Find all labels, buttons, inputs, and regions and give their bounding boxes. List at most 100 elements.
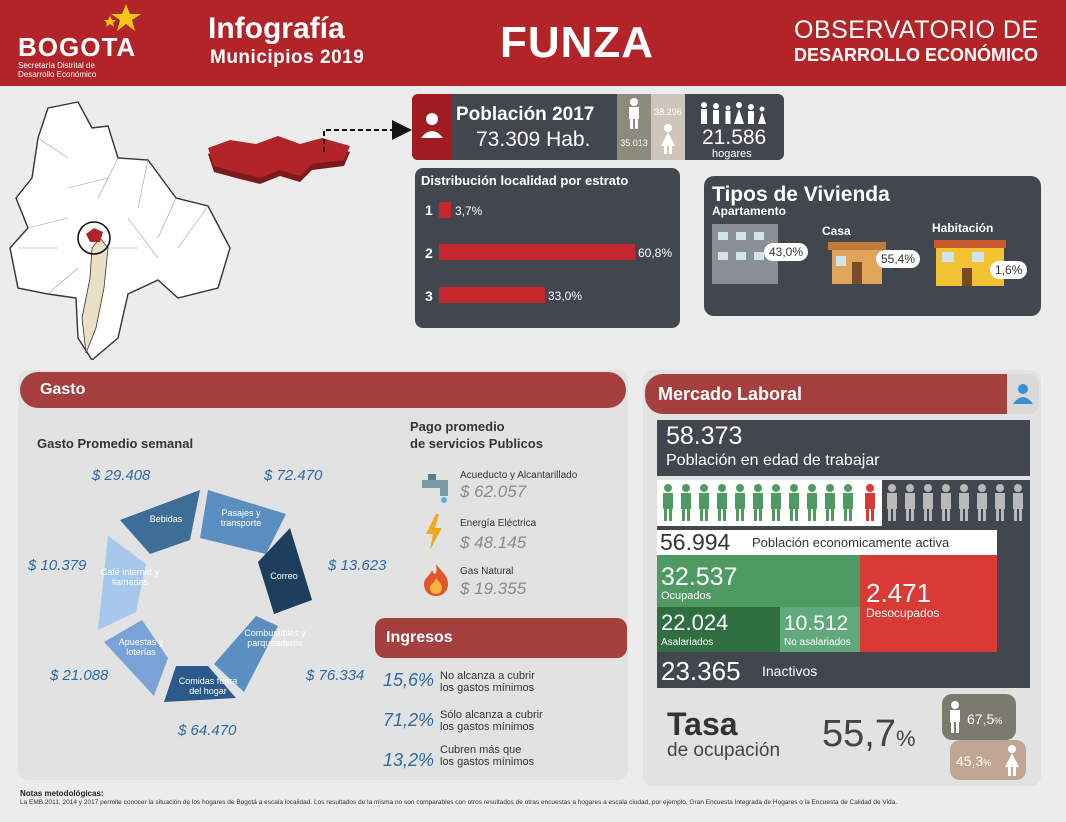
estrato-1-pct: 3,7% <box>455 204 483 218</box>
female-population-value: 38.296 <box>654 107 682 117</box>
municipio-title: FUNZA <box>500 18 655 67</box>
bebidas-value: $ 29.408 <box>92 467 151 484</box>
estrato-2-number: 2 <box>425 245 433 261</box>
acueducto-label: Acueducto y Alcantarillado <box>460 470 578 481</box>
gasto-cycle-diagram <box>98 490 312 702</box>
ocupados-value: 32.537 <box>661 563 738 591</box>
estrato-2-bar <box>439 244 635 260</box>
ocupados-box <box>657 555 860 607</box>
asalariados-label: Asalariados <box>661 637 714 648</box>
combustibles-label: Combustibles y parqueaderos <box>244 628 306 648</box>
poblacion-title: Población 2017 <box>456 104 595 125</box>
cafe-internet-segment <box>98 536 146 630</box>
person-icon <box>412 94 452 160</box>
observatorio-line-2: DESARROLLO ECONÓMICO <box>794 45 1039 65</box>
estrato-3-number: 3 <box>425 288 433 304</box>
poblacion-value: 73.309 Hab. <box>476 128 591 151</box>
pet-value: 58.373 <box>666 422 743 450</box>
tasa-mujeres-box <box>950 740 1026 780</box>
pet-box <box>657 420 1030 476</box>
ingreso-2-pct: 71,2% <box>383 710 435 730</box>
infografia-subtitle: Municipios 2019 <box>210 47 365 68</box>
comidas-segment <box>164 666 236 702</box>
combustibles-value: $ 76.334 <box>306 667 365 684</box>
desocupados-box <box>860 555 997 652</box>
ingresos-header <box>375 618 627 658</box>
faucet-icon <box>422 474 448 503</box>
estrato-2-pct: 60,8% <box>638 246 673 260</box>
casa-pct: 55,4% <box>876 250 921 268</box>
mercado-laboral-header <box>645 374 1007 414</box>
estrato-1-number: 1 <box>425 202 433 218</box>
comidas-label: Comidas fuera del hogar <box>178 676 238 696</box>
user-icon <box>1007 374 1039 414</box>
cafe-internet-label: Café internet y llamadas <box>100 567 160 587</box>
family-icon <box>701 102 766 124</box>
notas-text: La EMB 2011, 2014 y 2017 permite conocer… <box>20 799 898 806</box>
bebidas-segment <box>120 490 200 554</box>
people-row <box>657 480 1030 526</box>
estrato-3-bar <box>439 287 545 303</box>
female-population-box <box>651 94 685 160</box>
estrato-3-pct: 33,0% <box>548 289 583 303</box>
funza-map <box>208 136 350 184</box>
tasa-hombres-value: 67,5% <box>967 711 1003 727</box>
ingreso-2-text: Sólo alcanza a cubrir los gastos mínimos <box>440 709 543 733</box>
pasajes-value: $ 72.470 <box>264 467 323 484</box>
comidas-value: $ 64.470 <box>178 722 237 739</box>
combustibles-segment <box>214 616 278 692</box>
inactivos-value: 23.365 <box>661 656 741 686</box>
ocupados-label: Ocupados <box>661 590 712 602</box>
lightning-icon <box>426 514 442 550</box>
pea-label-bar <box>657 530 997 555</box>
hogares-value: 21.586 <box>702 126 767 149</box>
casa-icon <box>828 242 886 284</box>
servicios-title: Pago promedio de servicios Publicos <box>410 419 543 451</box>
apartamento-label: Apartamento <box>712 204 787 218</box>
header-bar <box>0 0 1066 86</box>
bebidas-label: Bebidas <box>149 514 183 524</box>
hogares-label: hogares <box>712 148 752 160</box>
desocupados-label: Desocupados <box>866 606 940 620</box>
tasa-unit: % <box>895 726 916 751</box>
no-asalariados-label: No asalariados <box>784 637 851 648</box>
correo-value: $ 13.623 <box>328 557 387 574</box>
observatorio-line-1: OBSERVATORIO DE <box>794 16 1039 44</box>
estrato-1-bar <box>439 202 451 218</box>
cafe-internet-value: $ 10.379 <box>28 557 87 574</box>
male-population-box <box>617 94 651 160</box>
infografia-title: Infografía <box>208 12 345 45</box>
tasa-mujeres-value: 45,3% <box>956 753 992 769</box>
asalariados-box <box>657 607 780 652</box>
male-population-value: 35.013 <box>620 138 648 148</box>
correo-label: Correo <box>270 571 298 581</box>
female-icon <box>1005 745 1019 776</box>
casa-label: Casa <box>822 224 851 238</box>
ingresos-title: Ingresos <box>386 629 453 646</box>
mercado-laboral-title: Mercado Laboral <box>658 384 803 404</box>
tasa-hombres-box <box>942 694 1016 740</box>
tasa-value: 55,7% <box>822 713 916 755</box>
estrato-title: Distribución localidad por estrato <box>421 173 629 188</box>
star-icon <box>104 4 141 31</box>
logo-word: BOGOTA <box>18 32 137 62</box>
tasa-subtitle: de ocupación <box>667 740 781 761</box>
acueducto-value: $ 62.057 <box>460 482 527 501</box>
flame-icon <box>424 564 448 596</box>
asalariados-value: 22.024 <box>661 610 729 635</box>
pasajes-label: Pasajes y transporte <box>220 508 262 528</box>
gasto-title: Gasto <box>40 381 86 398</box>
notas-title: Notas metodológicas: <box>20 789 104 798</box>
apuestas-label: Apuestas y loterías <box>118 637 164 657</box>
gasto-subtitle: Gasto Promedio semanal <box>37 436 194 451</box>
energia-value: $ 48.145 <box>460 533 527 552</box>
gas-value: $ 19.355 <box>460 579 527 598</box>
ingreso-3-text: Cubren más que los gastos mínimos <box>440 744 535 768</box>
apuestas-segment <box>104 620 168 696</box>
no-asalariados-box <box>780 607 860 652</box>
pasajes-segment <box>200 490 286 554</box>
inactivos-label: Inactivos <box>762 663 818 679</box>
no-asalariados-value: 10.512 <box>784 612 849 635</box>
pea-label: Población economicamente activa <box>752 535 950 550</box>
vivienda-title: Tipos de Vivienda <box>712 183 890 206</box>
